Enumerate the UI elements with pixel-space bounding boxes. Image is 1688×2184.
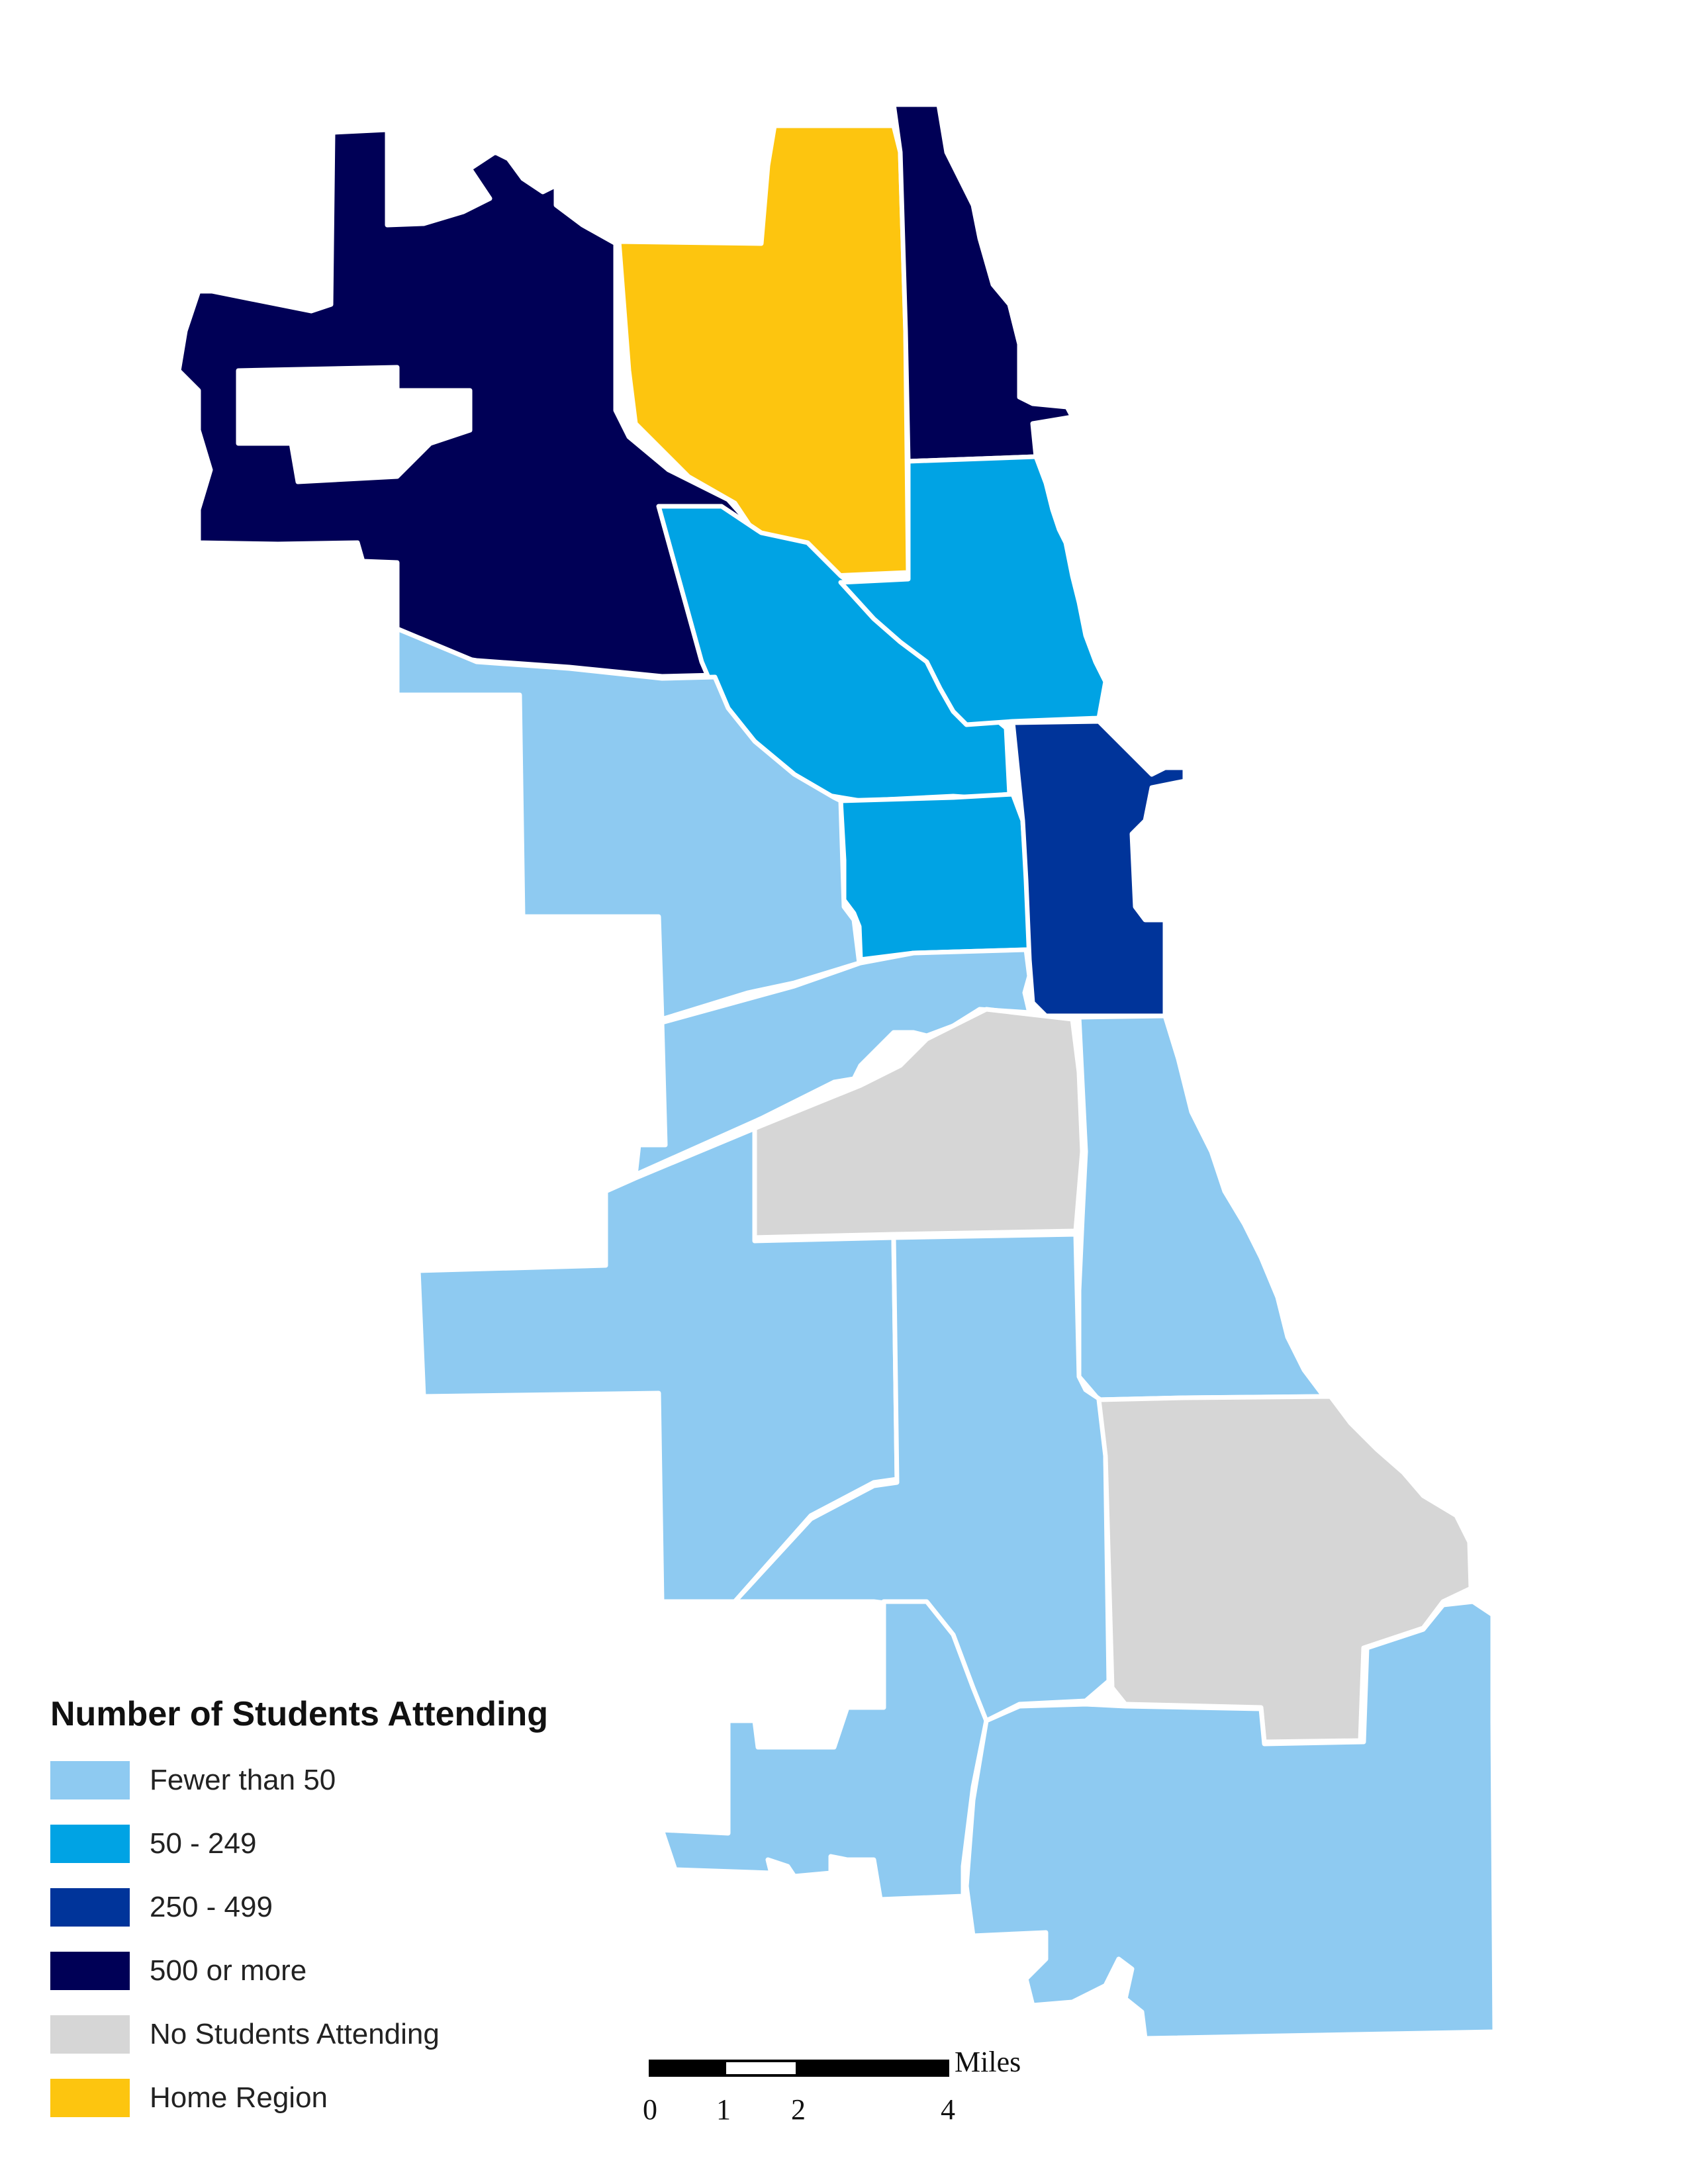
scale-bar: Miles 0 1 2 4: [643, 2045, 1112, 2126]
legend-label: 50 - 249: [150, 1827, 257, 1860]
region-far-south[interactable]: [964, 1599, 1497, 2041]
region-far-north-lakefront[interactable]: [891, 102, 1075, 464]
legend-swatch: [50, 2079, 130, 2117]
legend-label: 250 - 499: [150, 1891, 273, 1923]
scale-tick-label: 0: [643, 2093, 657, 2126]
scale-segment: [724, 2060, 798, 2077]
legend-label: 500 or more: [150, 1954, 307, 1987]
scale-segment: [798, 2060, 949, 2077]
legend-item-50-249: 50 - 249: [50, 1812, 646, 1876]
legend-swatch: [50, 1952, 130, 1990]
region-southwest-corridor[interactable]: [633, 947, 1032, 1177]
legend-item-fewer-than-50: Fewer than 50: [50, 1749, 646, 1812]
region-south-lakefront[interactable]: [1076, 1013, 1327, 1402]
legend-item-250-499: 250 - 499: [50, 1876, 646, 1939]
legend: Number of Students Attending Fewer than …: [50, 1694, 646, 2130]
legend-item-500-or-more: 500 or more: [50, 1939, 646, 2003]
legend-label: Home Region: [150, 2081, 328, 2114]
region-far-southwest[interactable]: [659, 1599, 989, 1902]
scale-segment: [649, 2060, 724, 2077]
region-central-west-near[interactable]: [838, 792, 1032, 962]
legend-label: Fewer than 50: [150, 1764, 336, 1796]
legend-title: Number of Students Attending: [50, 1695, 549, 1733]
legend-swatch: [50, 1761, 130, 1799]
legend-swatch: [50, 1888, 130, 1927]
region-west-side[interactable]: [395, 626, 862, 1022]
scale-tick-label: 4: [941, 2093, 955, 2126]
region-central-south: [752, 1007, 1085, 1240]
scale-tick-label: 2: [791, 2093, 806, 2126]
legend-swatch: [50, 1825, 130, 1863]
region-north-lakefront[interactable]: [838, 454, 1108, 727]
scale-tick-label: 1: [716, 2093, 731, 2126]
legend-swatch: [50, 2015, 130, 2054]
legend-item-home-region: Home Region: [50, 2066, 646, 2130]
legend-item-no-students: No Students Attending: [50, 2003, 646, 2066]
region-downtown[interactable]: [1010, 719, 1188, 1019]
scale-unit-label: Miles: [955, 2046, 1021, 2078]
legend-label: No Students Attending: [150, 2018, 440, 2050]
